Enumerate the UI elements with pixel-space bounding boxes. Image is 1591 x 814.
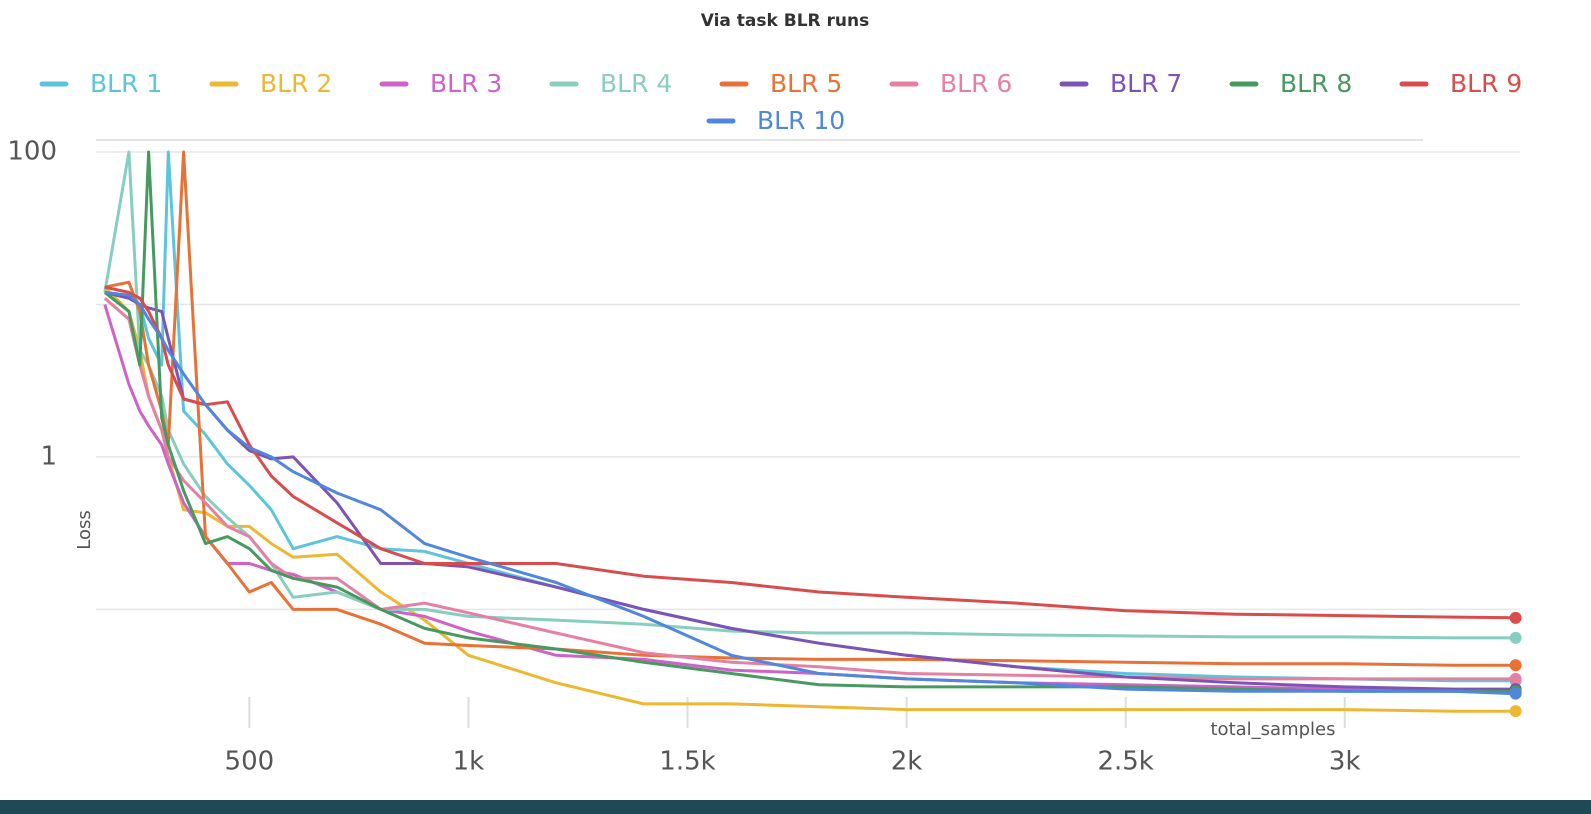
chart-title: Via task BLR runs — [701, 11, 870, 31]
plot-area — [103, 150, 1516, 713]
legend-label: BLR 5 — [770, 69, 842, 98]
x-tick-label: 3k — [1329, 747, 1361, 777]
legend-label: BLR 1 — [90, 69, 162, 98]
end-point — [1509, 659, 1522, 672]
legend-label: BLR 8 — [1280, 69, 1352, 98]
y-tick-label: 100 — [7, 137, 57, 167]
legend-label: BLR 2 — [260, 69, 332, 98]
legend-label: BLR 4 — [600, 69, 672, 98]
bottom-bar — [0, 800, 1591, 814]
y-tick-label: 1 — [40, 441, 57, 471]
series-line — [104, 290, 1516, 691]
legend-label: BLR 7 — [1110, 69, 1182, 98]
x-tick-label: 2k — [891, 747, 923, 777]
end-point — [1509, 705, 1522, 718]
end-point — [1509, 611, 1522, 624]
x-tick-label: 500 — [225, 747, 275, 777]
series-line — [104, 150, 1516, 667]
series-line — [104, 290, 1516, 696]
series-line — [104, 285, 1516, 620]
end-point — [1509, 672, 1522, 685]
legend-label: BLR 9 — [1450, 69, 1522, 98]
x-axis-label: total_samples — [1211, 719, 1336, 740]
x-tick-label: 2.5k — [1097, 747, 1153, 777]
y-axis-label: Loss — [74, 510, 95, 549]
end-point — [1509, 631, 1522, 644]
series-line — [103, 150, 1516, 640]
legend-label: BLR 3 — [430, 69, 502, 98]
legend-label: BLR 6 — [940, 69, 1012, 98]
series-line — [103, 286, 1516, 713]
x-tick-label: 1.5k — [659, 747, 715, 777]
legend-label: BLR 10 — [757, 106, 845, 135]
end-point — [1509, 687, 1522, 700]
x-tick-label: 1k — [453, 747, 485, 777]
series-line — [104, 150, 1516, 683]
series-line — [103, 297, 1516, 681]
